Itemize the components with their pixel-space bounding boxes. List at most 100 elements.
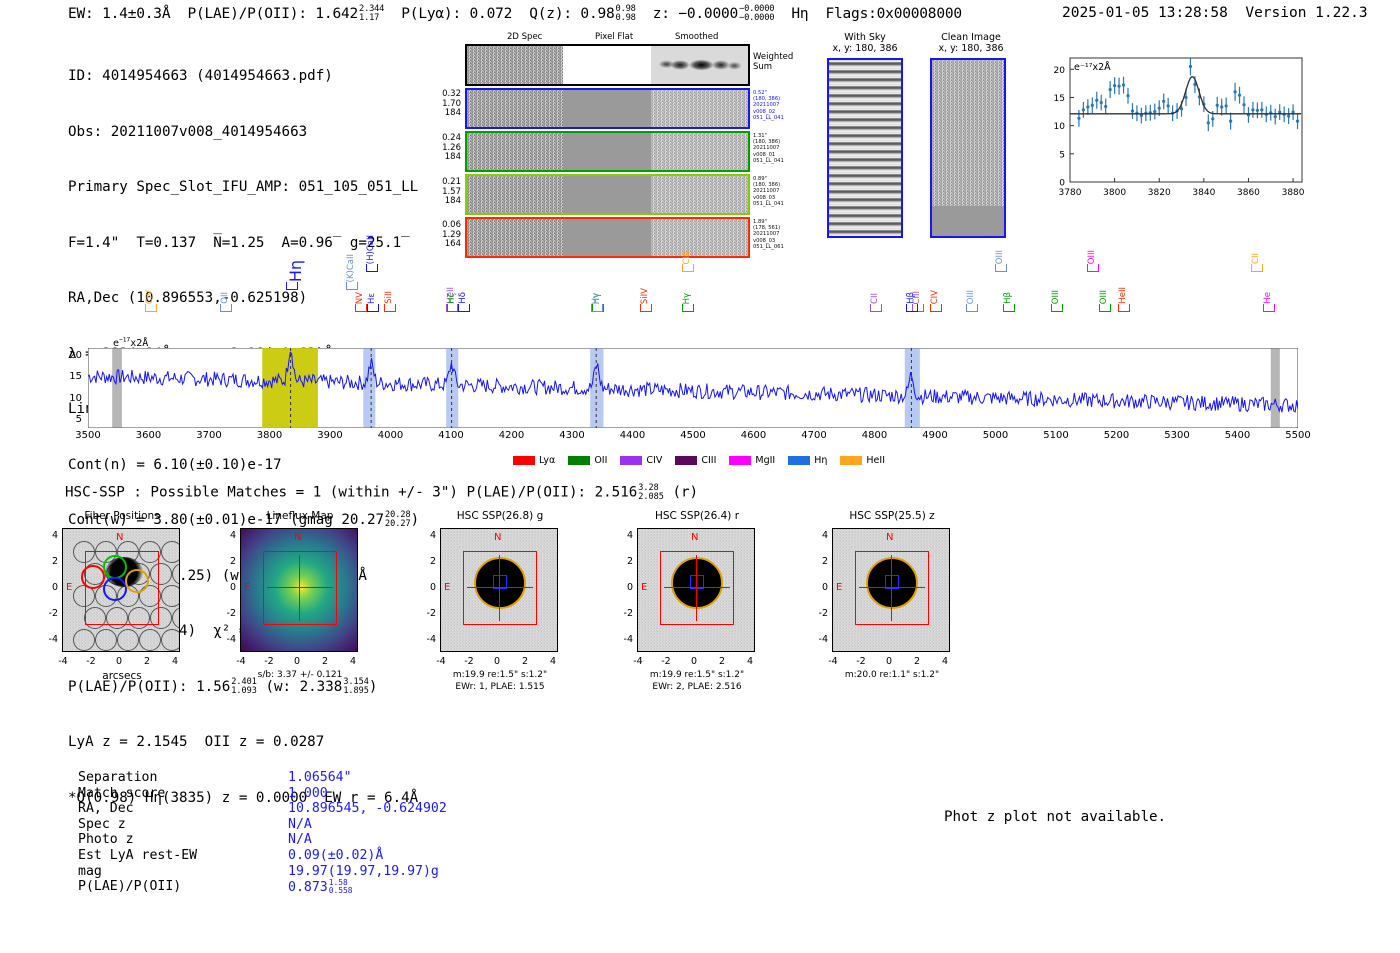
svg-text:3880: 3880 [1282,188,1305,198]
fiber-circle [161,585,179,607]
weighted-sum-smoothed-image [651,46,748,84]
with-sky-image [827,58,903,238]
table-key: Match score [78,785,166,801]
cutout-y-tick: 2 [429,556,436,567]
cutout-y-tick: 2 [626,556,633,567]
table-value: 1.000 [288,785,328,801]
value-upper: 1.58 [328,878,348,888]
cutout-image-3[interactable] [637,528,755,652]
cutout-x-tick: 0 [115,656,123,667]
cutout-image-0[interactable] [62,528,180,652]
spectrum-legend: Lyα OII CIV CIII MgII Hη HeII [513,455,885,466]
cutout-region-box [85,551,159,625]
fiber-3-2dspec-image [467,176,563,213]
col-title-2dspec: 2D Spec [507,32,543,42]
line-label: SiIV [639,287,650,304]
line-bracket [144,304,157,312]
clean-image-noise [932,60,1004,210]
line-bracket [906,304,919,312]
line-label: SiII [384,291,395,304]
cutout-x-tick: 0 [493,656,501,667]
spectrum-x-tick: 3600 [135,430,162,441]
line-bracket [285,282,298,290]
cutout-title-3: HSC SSP(26.4) r [654,510,740,522]
legend-swatch [675,456,698,465]
cutout-x-tick: 2 [143,656,151,667]
svg-text:3800: 3800 [1103,188,1126,198]
cutout-image-4[interactable] [832,528,950,652]
cutout-region-box [660,551,734,625]
fiber-circle [139,585,161,607]
with-sky-caption: With Sky x, y: 180, 386 [832,32,898,54]
table-value: 10.896545, -0.624902 [288,801,447,817]
cutout-image-1[interactable] [240,528,358,652]
info-line-cont-w: Cont(w) = 3.80(±0.01)e-17 (gmag 20.27 20.… [68,510,420,529]
legend-label: HeII [866,455,885,466]
cutout-x-label: arcsecs [102,670,142,682]
spectrum-x-tick: 5400 [1224,430,1251,441]
info-line: Obs: 20211007v008_4014954663 [68,123,308,140]
info-line: Cont(n) = 6.10(±0.10)e-17 [68,456,282,473]
cutout-caption-2: EWr: 1, PLAE: 1.515 [455,682,545,692]
fiber-3-smoothed-image [651,176,748,213]
emission-line-zoom-chart: 0 5 10 15 20 3780 3800 3820 3840 3860 3880 e⁻¹⁷x2Å [1036,50,1308,218]
fiber-3-pixelflat-image [563,176,651,213]
spectrum-x-tick: 4200 [498,430,525,441]
svg-text:3840: 3840 [1192,188,1215,198]
table-value: N/A [288,816,312,832]
table-value: 0.09(±0.02)Å [288,847,384,863]
fiber-row-meta: 0.52" (180, 386) 20211007 v008_02 051_LL… [753,90,784,121]
cutout-x-tick: -2 [264,656,274,667]
cutout-image-2[interactable] [440,528,558,652]
fiber-circle [161,629,179,651]
svg-text:3860: 3860 [1237,188,1260,198]
photz-unavailable-message: Phot z plot not available. [944,809,1167,825]
cutout-x-tick: 2 [913,656,921,667]
legend-swatch [840,456,863,465]
legend-label: MgII [755,455,776,466]
cutout-x-tick: 0 [690,656,698,667]
cutout-x-tick: -2 [856,656,866,667]
cutout-y-tick: 0 [821,582,828,593]
line-bracket [965,304,978,312]
highlight-fiber [125,569,149,593]
compass-east: E [444,582,451,593]
cutout-x-tick: 4 [349,656,357,667]
legend-item-Lyα: Lyα [513,455,555,466]
compass-north: N [494,532,502,543]
legend-label: CIII [701,455,717,466]
fiber-circle [161,541,179,563]
spectrum-x-tick: 5300 [1164,430,1190,441]
line-label: OIII [965,289,976,304]
cutout-title-2: HSC SSP(26.8) g [456,510,544,522]
line-label: Hζ [447,292,458,304]
spectrum-x-tick: 5500 [1285,430,1311,441]
spectrum-x-tick: 4500 [680,430,706,441]
spectrum-y-tick: 20 [69,350,82,362]
cutout-y-tick: 0 [229,582,236,593]
cutout-panel-row: Fiber Positions N E -4 -2 0 2 4 -4 -2 0 2 4 arcsecs Li… [0,510,1400,740]
value-lower: 0.558 [328,886,353,896]
fiber-circle [139,629,161,651]
svg-text:20: 20 [1054,66,1066,76]
fiber-row-left-labels: 0.32 1.70 184 [442,89,461,118]
fiber-circle [172,607,179,629]
line-label: Hγ [591,292,602,304]
fiber-circle [150,563,172,585]
svg-text:3820: 3820 [1148,188,1171,198]
line-bracket [930,304,942,312]
spectrum-x-tick: 5200 [1103,430,1130,441]
svg-text:5: 5 [1059,150,1065,160]
z-value: −0.0000 [678,5,739,22]
info-line: ID: 4014954663 (4014954663.pdf) [68,68,333,84]
legend-swatch [568,456,591,465]
line-bracket [1117,304,1130,312]
highlight-fiber [81,565,105,589]
line-bracket [1087,264,1100,272]
fiber-circle [150,607,172,629]
svg-text:e⁻¹⁷x2Å: e⁻¹⁷x2Å [1074,61,1111,73]
line-label: He [1262,292,1273,304]
qz-label: Q(z): [529,5,572,22]
clean-image-mask [932,206,1004,236]
cutout-region-box [855,551,929,625]
